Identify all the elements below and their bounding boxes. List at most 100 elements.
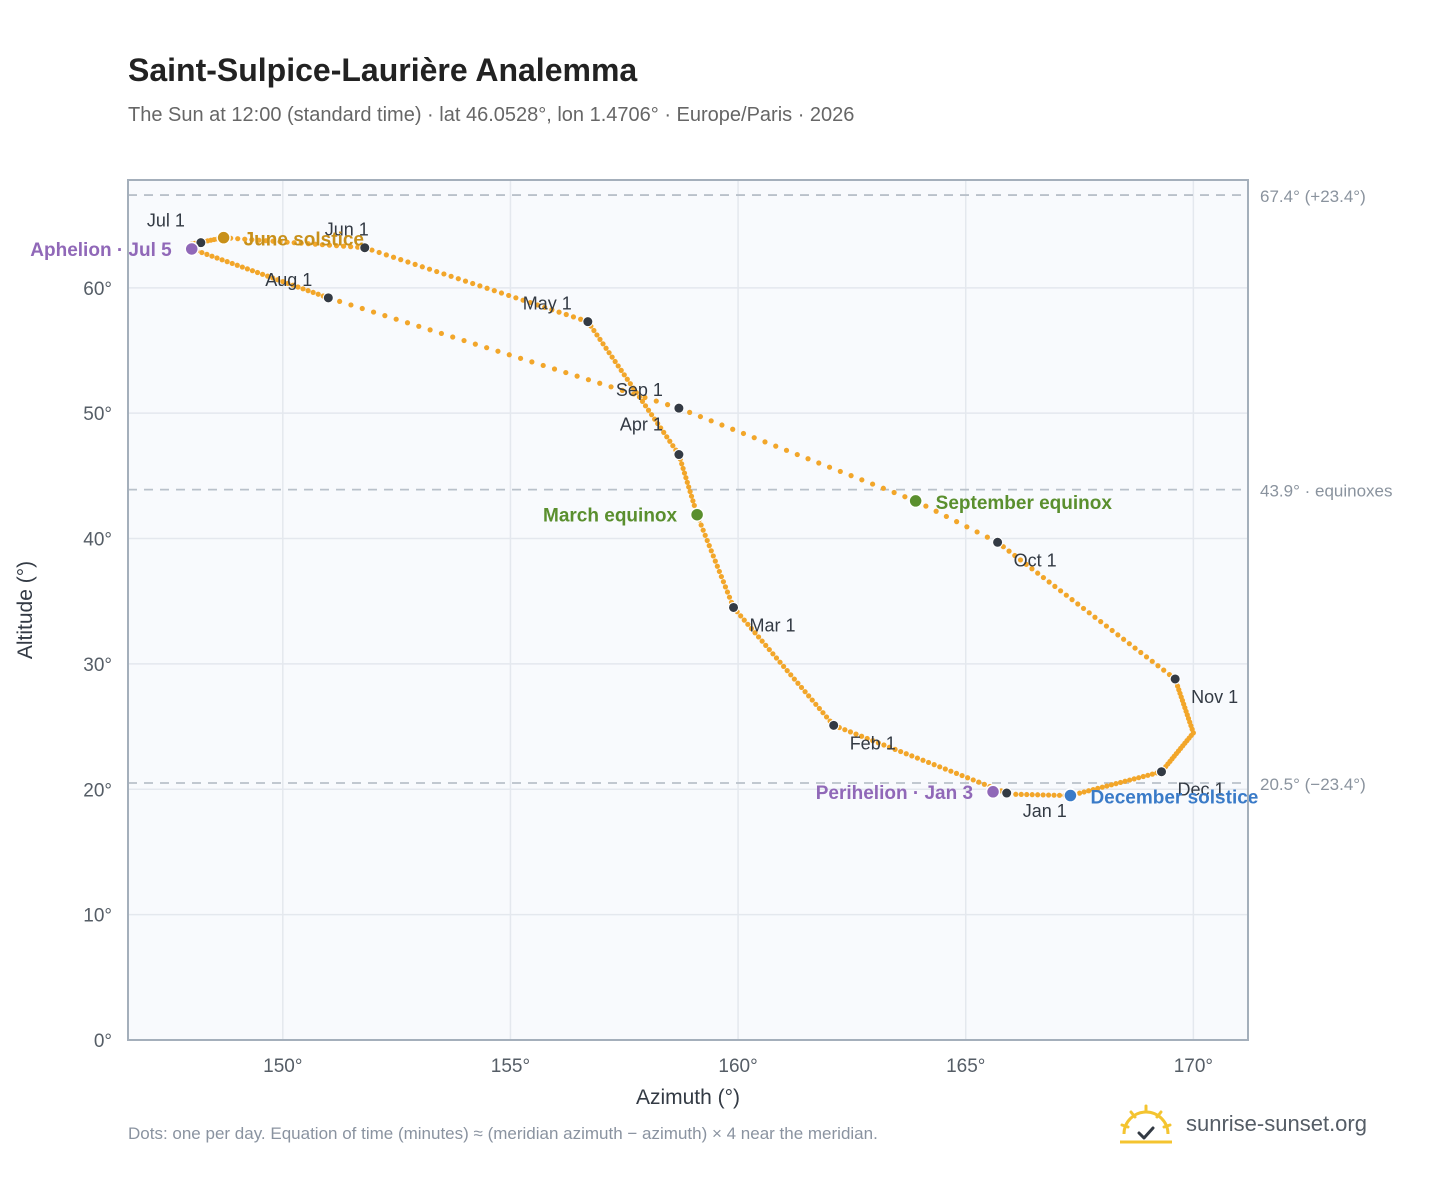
daily-dot [642, 403, 649, 409]
month-marker [992, 536, 1004, 548]
daily-dot [795, 680, 801, 686]
daily-dot [506, 292, 512, 299]
daily-dot [886, 744, 893, 750]
daily-dot [513, 295, 519, 301]
daily-dot [484, 285, 490, 291]
y-axis-label: Altitude (°) [14, 561, 37, 659]
daily-dot [326, 242, 333, 248]
daily-dot [740, 430, 747, 437]
daily-dot [619, 387, 625, 393]
daily-dot [470, 280, 476, 287]
axis-ticks: 150° 155° 160° 165° 170° 0° 10° 20° 30° 40° 50° 60° [83, 279, 1213, 1077]
month-label: Jul 1 [147, 211, 185, 231]
daily-dot [970, 777, 976, 783]
daily-dot [664, 434, 670, 440]
daily-dot [1121, 636, 1127, 642]
daily-dot [642, 394, 648, 401]
daily-dot [312, 241, 318, 247]
event-marker [1063, 788, 1078, 803]
daily-dot [591, 327, 597, 334]
daily-dot [627, 381, 633, 387]
daily-dot [263, 238, 269, 244]
daily-dot [448, 273, 454, 279]
daily-dot [1092, 614, 1098, 620]
daily-dot [716, 568, 722, 575]
daily-dot [1122, 778, 1128, 784]
daily-dot [1161, 667, 1167, 673]
daily-dot [1103, 623, 1110, 629]
event-label: September equinox [936, 493, 1113, 514]
footnote: Dots: one per day. Equation of time (min… [128, 1124, 878, 1143]
event-label: Aphelion · Jul 5 [30, 240, 172, 261]
event-label: Perihelion · Jan 3 [816, 783, 973, 804]
daily-dot [229, 260, 235, 267]
daily-dot [359, 305, 365, 312]
x-tick-label: 170° [1174, 1056, 1213, 1077]
daily-dot [438, 330, 445, 337]
daily-dot [540, 362, 546, 369]
daily-dot [1132, 645, 1138, 651]
month-marker [673, 449, 685, 461]
daily-dot [1075, 601, 1081, 607]
daily-dot [661, 429, 667, 436]
month-label: Oct 1 [1014, 550, 1057, 570]
event-marker [985, 784, 1001, 800]
daily-dot [943, 513, 949, 520]
daily-dot [285, 280, 291, 286]
month-marker [1001, 787, 1013, 799]
daily-dot [1029, 566, 1035, 572]
daily-dot [1017, 557, 1024, 563]
daily-dot [412, 261, 418, 267]
daily-dot [506, 352, 512, 358]
daily-dot [242, 236, 248, 242]
daily-dot [376, 249, 382, 256]
daily-dot [722, 584, 729, 590]
daily-dot [1029, 792, 1035, 798]
daily-dot [219, 257, 225, 263]
event-marker [689, 507, 705, 522]
daily-dot [315, 291, 321, 297]
daily-dot [648, 412, 655, 418]
daily-dot [393, 316, 399, 322]
daily-dot [826, 464, 833, 470]
daily-dot [1056, 792, 1063, 798]
daily-dot [450, 334, 456, 340]
month-label: Jun 1 [325, 220, 369, 240]
y-tick-label: 50° [83, 404, 112, 425]
daily-dot [636, 394, 643, 400]
daily-dot [1126, 641, 1132, 647]
daily-dot [491, 288, 497, 294]
daily-dot [462, 278, 469, 284]
daily-dot [259, 271, 266, 277]
daily-dot [784, 668, 790, 674]
daily-dot [527, 299, 533, 306]
daily-dot [816, 460, 822, 466]
daily-dot [702, 532, 708, 538]
daily-dot [405, 259, 411, 265]
chart-subtitle: The Sun at 12:00 (standard time) · lat 4… [128, 104, 855, 126]
daily-dot [820, 710, 826, 716]
daily-dot [923, 503, 929, 509]
month-marker [1169, 673, 1181, 685]
daily-dot [630, 385, 636, 391]
daily-dot [842, 727, 848, 733]
daily-dot [712, 558, 718, 564]
month-marker [359, 242, 371, 254]
daily-dot [585, 377, 592, 383]
reference-line-label: 43.9° · equinoxes [1260, 482, 1393, 501]
event-marker [216, 230, 231, 245]
daily-dot [777, 659, 783, 665]
daily-dot [624, 376, 630, 382]
daily-dot [1099, 784, 1105, 790]
daily-dot [762, 439, 768, 445]
daily-dot [1104, 783, 1110, 789]
daily-dot [594, 332, 600, 338]
daily-dot [249, 268, 256, 274]
daily-dot [809, 697, 815, 703]
y-tick-label: 60° [83, 279, 112, 300]
daily-dot [529, 359, 535, 365]
daily-dot [1023, 561, 1029, 567]
daily-dot [398, 257, 404, 263]
daily-dot [902, 494, 908, 500]
